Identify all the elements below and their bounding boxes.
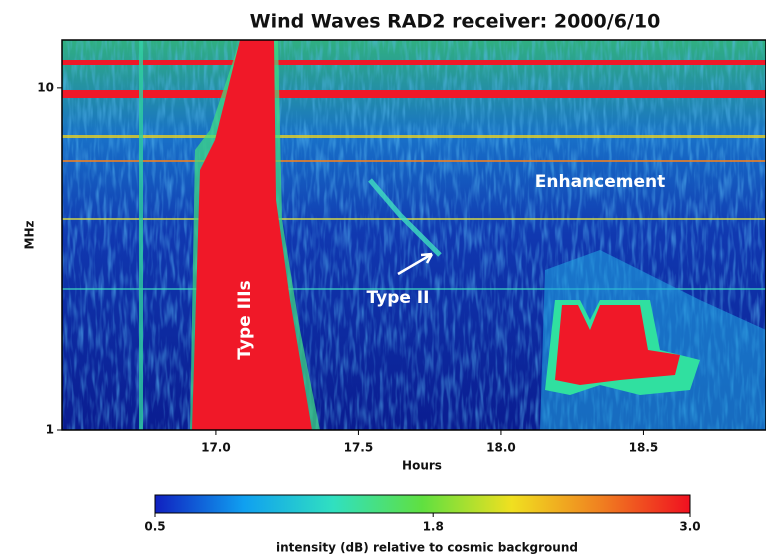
x-axis-label: Hours <box>402 459 442 473</box>
chart-title: Wind Waves RAD2 receiver: 2000/6/10 <box>250 11 661 33</box>
annotation: Enhancement <box>535 172 665 192</box>
y-tick-label: 1 <box>46 423 54 437</box>
colorbar-tick-label: 0.5 <box>144 520 165 534</box>
colorbar-tick-label: 1.8 <box>423 520 444 534</box>
x-tick-label: 17.0 <box>201 441 231 455</box>
x-tick-label: 18.5 <box>629 441 659 455</box>
x-tick-label: 17.5 <box>344 441 374 455</box>
spectrogram-image <box>62 40 766 430</box>
plot-frame <box>61 39 766 431</box>
annotation: Type IIIs <box>235 280 255 359</box>
x-tick-label: 18.0 <box>486 441 516 455</box>
annotation-arrow <box>397 252 434 276</box>
y-axis-label: MHz <box>23 221 37 250</box>
annotation: Type II <box>367 288 430 308</box>
y-tick-label: 10 <box>37 80 54 94</box>
colorbar-label: intensity (dB) relative to cosmic backgr… <box>276 541 578 555</box>
colorbar <box>154 494 691 514</box>
colorbar-tick-label: 3.0 <box>679 520 700 534</box>
